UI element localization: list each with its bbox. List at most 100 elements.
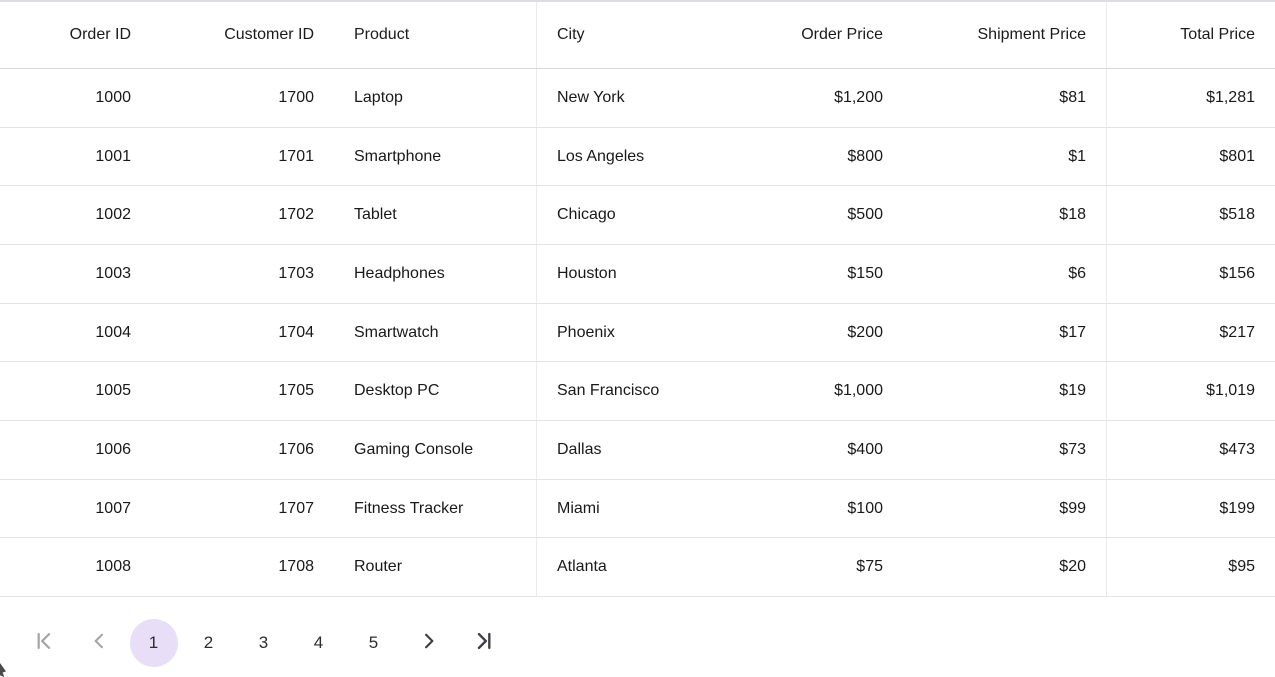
table-row[interactable]: 1002 1702 Tablet Chicago $500 $18 $518 — [0, 186, 1275, 246]
page-button-5[interactable]: 5 — [346, 619, 401, 667]
table-row[interactable]: 1005 1705 Desktop PC San Francisco $1,00… — [0, 362, 1275, 422]
cell-product: Laptop — [334, 69, 537, 127]
cell-product: Tablet — [334, 186, 537, 245]
cell-order-id: 1007 — [95, 499, 131, 517]
cell-city: Houston — [557, 264, 617, 282]
column-header-order-id[interactable]: Order ID — [69, 26, 131, 43]
cell-city: Atlanta — [557, 558, 607, 576]
pagination-bar: 1 2 3 4 5 — [0, 597, 1275, 677]
cell-order-price: $1,000 — [834, 382, 883, 400]
cell-total-price: $217 — [1219, 323, 1255, 341]
cell-city: Chicago — [557, 206, 616, 224]
cell-order-price: $400 — [847, 440, 883, 458]
mouse-cursor-artifact — [0, 663, 6, 677]
page-button-4[interactable]: 4 — [291, 619, 346, 667]
cell-order-id: 1004 — [95, 323, 131, 341]
next-page-button[interactable] — [401, 619, 456, 667]
column-header-order-price[interactable]: Order Price — [801, 26, 883, 43]
cell-order-price: $150 — [847, 264, 883, 282]
cell-order-id: 1006 — [95, 440, 131, 458]
cell-order-price: $75 — [856, 558, 883, 576]
column-header-city[interactable]: City — [557, 26, 585, 43]
cell-customer-id: 1707 — [278, 499, 314, 517]
cell-product: Desktop PC — [334, 362, 537, 421]
previous-page-button[interactable] — [71, 619, 126, 667]
cell-product: Smartphone — [334, 127, 537, 186]
page-number: 1 — [148, 633, 159, 652]
cell-order-price: $500 — [847, 206, 883, 224]
cell-total-price: $801 — [1219, 147, 1255, 165]
cell-product: Gaming Console — [334, 421, 537, 479]
table-row[interactable]: 1003 1703 Headphones Houston $150 $6 $15… — [0, 245, 1275, 304]
page-number: 3 — [258, 633, 269, 652]
cell-order-id: 1003 — [95, 264, 131, 282]
cell-city: Los Angeles — [557, 147, 645, 165]
cell-customer-id: 1708 — [278, 558, 314, 576]
last-page-button[interactable] — [456, 619, 511, 667]
cell-order-id: 1000 — [95, 88, 131, 106]
first-page-button[interactable] — [16, 619, 71, 667]
cell-product: Fitness Tracker — [334, 479, 537, 538]
cell-city: Miami — [557, 499, 600, 517]
cell-order-id: 1005 — [95, 382, 131, 400]
cell-city: San Francisco — [557, 382, 660, 400]
grid-header-row: Order ID Customer ID Product City Order … — [0, 0, 1275, 69]
cell-shipment-price: $18 — [903, 186, 1107, 245]
cell-city: Phoenix — [557, 323, 615, 341]
column-header-product[interactable]: Product — [334, 2, 537, 68]
cell-shipment-price: $1 — [903, 127, 1107, 186]
table-row[interactable]: 1007 1707 Fitness Tracker Miami $100 $99… — [0, 479, 1275, 539]
cell-shipment-price: $19 — [903, 362, 1107, 421]
column-header-total-price[interactable]: Total Price — [1180, 26, 1255, 43]
cell-customer-id: 1700 — [278, 88, 314, 106]
column-header-shipment-price[interactable]: Shipment Price — [903, 2, 1107, 68]
page-number: 5 — [368, 633, 379, 652]
cell-customer-id: 1704 — [278, 323, 314, 341]
current-page-indicator: 1 — [129, 619, 178, 667]
chevron-left-icon — [89, 631, 109, 656]
cell-city: Dallas — [557, 440, 602, 458]
cell-customer-id: 1705 — [278, 382, 314, 400]
cell-product: Router — [334, 538, 537, 597]
cell-shipment-price: $6 — [903, 245, 1107, 303]
table-row[interactable]: 1006 1706 Gaming Console Dallas $400 $73… — [0, 421, 1275, 480]
page-button-3[interactable]: 3 — [236, 619, 291, 667]
cell-customer-id: 1702 — [278, 206, 314, 224]
cell-order-id: 1001 — [95, 147, 131, 165]
cell-customer-id: 1703 — [278, 264, 314, 282]
cell-shipment-price: $81 — [903, 69, 1107, 127]
table-row[interactable]: 1008 1708 Router Atlanta $75 $20 $95 — [0, 538, 1275, 598]
page-button-2[interactable]: 2 — [181, 619, 236, 667]
cell-shipment-price: $17 — [903, 303, 1107, 362]
cell-order-price: $1,200 — [834, 88, 883, 106]
cell-total-price: $95 — [1228, 558, 1255, 576]
page-number: 2 — [203, 633, 214, 652]
cell-customer-id: 1706 — [278, 440, 314, 458]
page-button-1[interactable]: 1 — [126, 619, 181, 667]
cell-order-price: $200 — [847, 323, 883, 341]
cell-total-price: $1,019 — [1206, 382, 1255, 400]
table-row[interactable]: 1000 1700 Laptop New York $1,200 $81 $1,… — [0, 69, 1275, 128]
table-row[interactable]: 1001 1701 Smartphone Los Angeles $800 $1… — [0, 127, 1275, 187]
cell-total-price: $156 — [1219, 264, 1255, 282]
cell-product: Smartwatch — [334, 303, 537, 362]
go-to-last-page-icon — [473, 630, 495, 657]
table-row[interactable]: 1004 1704 Smartwatch Phoenix $200 $17 $2… — [0, 303, 1275, 363]
chevron-right-icon — [419, 631, 439, 656]
cell-total-price: $518 — [1219, 206, 1255, 224]
go-to-first-page-icon — [33, 630, 55, 657]
cell-shipment-price: $73 — [903, 421, 1107, 479]
cell-total-price: $473 — [1219, 440, 1255, 458]
page-number: 4 — [313, 633, 324, 652]
cell-order-price: $800 — [847, 147, 883, 165]
cell-order-price: $100 — [847, 499, 883, 517]
cell-order-id: 1002 — [95, 206, 131, 224]
column-header-customer-id[interactable]: Customer ID — [224, 26, 314, 43]
cell-city: New York — [557, 88, 625, 106]
cell-customer-id: 1701 — [278, 147, 314, 165]
cell-total-price: $1,281 — [1206, 88, 1255, 106]
cell-total-price: $199 — [1219, 499, 1255, 517]
cell-product: Headphones — [334, 245, 537, 303]
cell-shipment-price: $20 — [903, 538, 1107, 597]
